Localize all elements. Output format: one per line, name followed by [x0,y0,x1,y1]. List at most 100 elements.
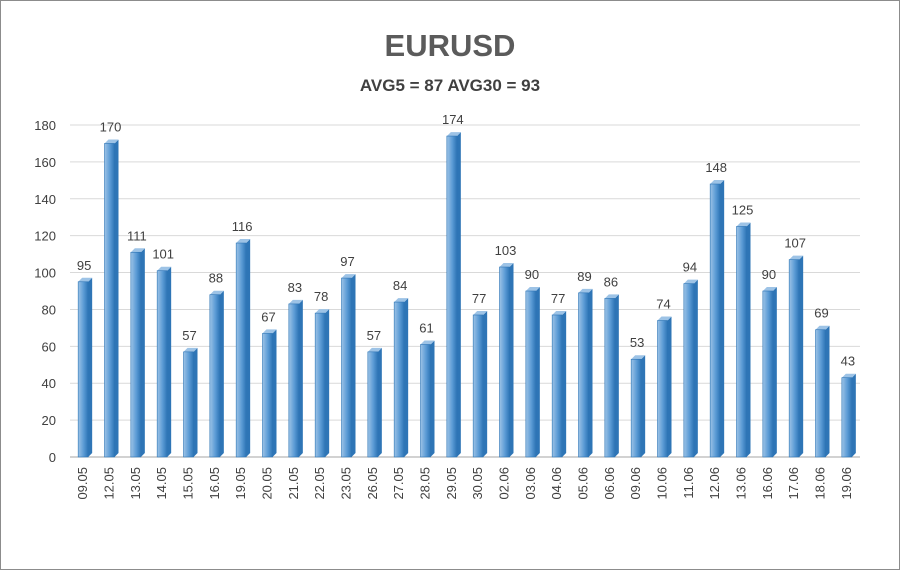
bar [788,259,800,458]
bar-top [841,373,856,378]
bar-side [193,347,198,457]
x-tick-label: 30.05 [470,467,485,500]
bar-top [762,287,777,291]
data-label: 43 [841,354,855,369]
data-label: 86 [604,274,618,289]
x-tick-label: 20.05 [260,467,275,500]
bar-top [341,274,356,279]
data-label: 94 [683,260,697,275]
bar-top [367,347,382,352]
y-tick-label: 60 [42,339,56,354]
data-label: 111 [127,228,147,243]
data-label: 90 [525,267,539,282]
data-label: 107 [784,236,806,251]
x-tick-label: 15.05 [181,467,196,500]
x-tick-label: 04.06 [549,467,564,500]
bar [472,314,484,458]
data-label: 53 [630,335,644,350]
bar-side [430,340,435,457]
x-tick-label: 13.06 [734,467,749,500]
y-tick-label: 140 [34,192,56,207]
bar-top [315,309,330,314]
bar-top [157,266,172,271]
data-label: 125 [732,202,754,217]
bar-top [394,298,409,303]
bar-side [88,277,93,457]
bar-top [499,263,514,268]
data-label: 57 [367,328,381,343]
bar-side [246,239,251,457]
bar-top [525,287,540,291]
bar [657,320,668,458]
y-tick-label: 80 [42,302,56,317]
data-label: 88 [209,271,223,286]
bar-side [772,287,777,457]
bar-top [789,255,804,260]
bar-top [420,340,435,345]
bar-top [604,294,619,299]
bar-side [720,180,725,457]
bar-top [657,316,672,321]
data-label: 89 [577,269,591,284]
bar [499,266,510,458]
bar-top [183,347,198,352]
bar-top [473,310,488,315]
x-tick-label: 18.06 [813,467,828,500]
chart-subtitle: AVG5 = 87 AVG30 = 93 [359,76,541,95]
bar [578,292,589,458]
data-label: 101 [152,247,174,262]
bar-top [262,329,277,334]
bar [314,312,326,458]
x-tick-label: 16.05 [207,467,222,500]
data-label: 103 [495,243,517,258]
x-tick-label: 28.05 [418,467,433,500]
data-label: 174 [442,112,464,127]
data-label: 97 [340,254,354,269]
bar-top [578,288,593,293]
bar-top [78,277,93,282]
x-axis-ticks: 09.05 12.05 13.05 14.05 15.05 16.05 19.05 20.05… [75,467,854,500]
data-label: 78 [314,289,328,304]
bar-top [736,222,751,227]
bar [709,183,721,458]
bar-top [288,299,303,304]
x-tick-label: 03.06 [523,467,538,500]
x-tick-label: 14.05 [154,467,169,500]
bar [604,298,616,458]
bar-side [562,310,567,457]
x-tick-label: 19.06 [839,467,854,500]
data-label: 77 [472,291,486,306]
y-tick-label: 120 [34,229,56,244]
x-tick-label: 02.06 [497,467,512,500]
bar-side [825,325,830,457]
data-label: 170 [100,119,122,134]
bar-side [693,279,698,457]
bar-top [236,239,251,244]
bar-side [799,255,804,457]
bar [341,277,352,458]
bar-top [446,132,461,137]
bar [156,270,168,458]
data-label: 90 [762,267,776,282]
bar-side [509,263,514,457]
bar [525,290,537,458]
x-tick-label: 10.06 [655,467,670,500]
x-tick-label: 27.05 [391,467,406,500]
bar [736,226,747,458]
bars [77,132,856,458]
bar-top [130,248,145,253]
bar [841,377,853,458]
bar [393,301,405,458]
bar-side [140,248,145,457]
y-tick-label: 20 [42,413,56,428]
bar-side [114,139,119,457]
bar [815,329,826,458]
bar [104,143,115,458]
data-labels: 95 170 111 101 57 88 116 67 83 78 97 57 84 61 174 77 103… [77,112,855,369]
bar-side [535,287,540,457]
data-label: 61 [419,320,433,335]
y-tick-label: 40 [42,376,56,391]
bar [288,303,300,458]
bar [762,290,774,458]
y-axis-ticks: 0 20 40 60 80 100 120 140 160 180 [34,118,56,465]
